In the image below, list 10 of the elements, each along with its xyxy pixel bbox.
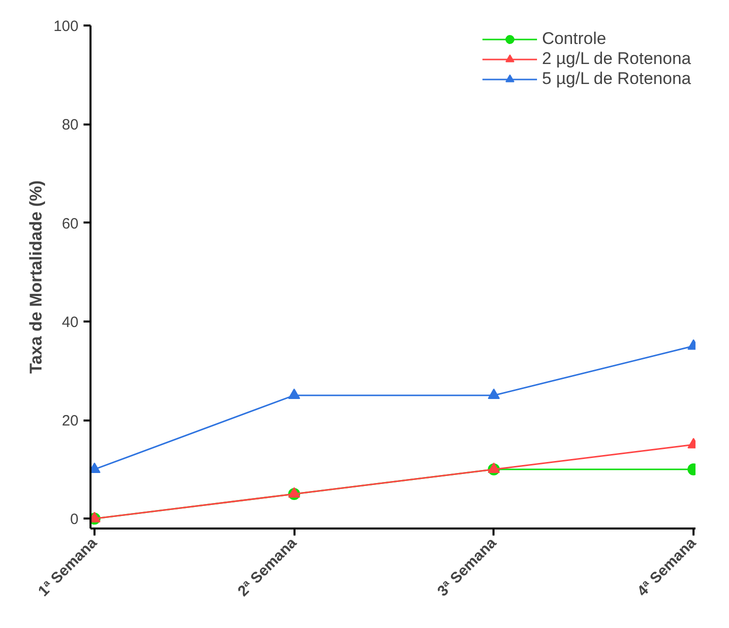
y-tick-label: 80 bbox=[62, 116, 79, 134]
y-tick-label: 60 bbox=[62, 215, 79, 232]
y-tick-label: 0 bbox=[70, 511, 78, 528]
y-tick-label: 100 bbox=[53, 18, 79, 35]
y-tick-label: 20 bbox=[62, 412, 79, 430]
legend-label: Controle bbox=[542, 29, 606, 49]
y-axis-title: Taxa de Mortalidade (%) bbox=[26, 180, 46, 374]
legend-label: 2 µg/L de Rotenona bbox=[542, 49, 691, 69]
y-tick-label: 40 bbox=[62, 314, 79, 331]
legend-label: 5 µg/L de Rotenona bbox=[542, 69, 691, 89]
